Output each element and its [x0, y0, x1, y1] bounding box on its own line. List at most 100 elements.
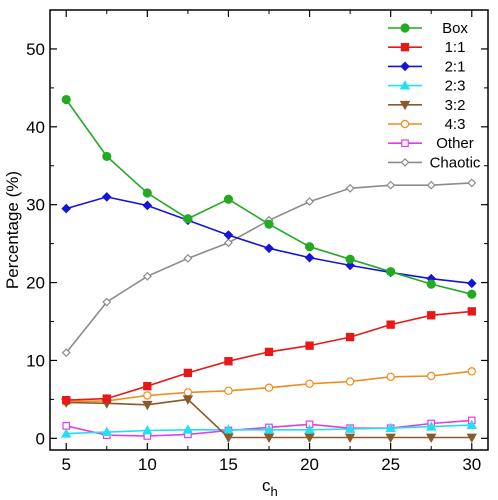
- data-point: [426, 421, 437, 431]
- legend-marker: [399, 80, 411, 90]
- legend-label: 3:2: [445, 97, 466, 114]
- y-tick-label: 50: [26, 40, 45, 59]
- data-point: [386, 320, 395, 329]
- data-point: [142, 188, 152, 198]
- legend-marker: [400, 119, 410, 129]
- series-4-3: [62, 367, 476, 406]
- x-tick-label: 20: [300, 455, 319, 474]
- data-point: [223, 238, 233, 248]
- legend-marker: [399, 100, 411, 111]
- legend-item: 4:3: [388, 116, 465, 133]
- legend-item: 1:1: [388, 39, 465, 56]
- data-point: [224, 386, 233, 396]
- data-point: [466, 419, 477, 430]
- data-point: [61, 94, 71, 105]
- data-point: [385, 433, 396, 443]
- data-point: [263, 433, 275, 443]
- data-point: [426, 433, 437, 443]
- legend-marker: [400, 43, 410, 52]
- legend-label: Chaotic: [430, 154, 481, 171]
- axes-ticks: 5 10 15 20 25 30 0 10 20 30 40 50: [26, 9, 488, 474]
- data-point: [143, 391, 152, 400]
- data-point: [345, 260, 355, 271]
- legend-item: 2:1: [388, 58, 465, 75]
- data-point: [223, 230, 234, 240]
- data-point: [183, 368, 193, 378]
- series-chaotic: [61, 178, 477, 358]
- legend-item: Box: [388, 20, 468, 37]
- data-point: [263, 424, 275, 434]
- x-tick-label: 30: [462, 455, 481, 474]
- series-box: [61, 94, 477, 299]
- data-point: [385, 422, 396, 433]
- legend-label: 1:1: [445, 39, 466, 56]
- data-point: [264, 383, 274, 392]
- data-point: [386, 267, 396, 277]
- data-point: [386, 372, 395, 382]
- x-tick-label: 15: [219, 455, 238, 474]
- legend-marker: [400, 61, 410, 72]
- legend-label: 4:3: [445, 116, 466, 133]
- series-2-1: [61, 192, 477, 289]
- y-tick-label: 10: [26, 351, 45, 370]
- data-point: [467, 289, 477, 299]
- x-axis-title-subscript: h: [271, 484, 278, 499]
- data-point: [427, 371, 436, 381]
- data-point: [466, 433, 477, 443]
- data-point: [142, 425, 153, 435]
- y-tick-label: 40: [26, 118, 45, 137]
- data-point: [61, 348, 71, 358]
- legend-label: 2:1: [445, 58, 466, 75]
- plot-lines: [61, 94, 477, 443]
- data-point: [102, 297, 112, 307]
- data-point: [183, 253, 193, 263]
- x-axis-title: ch: [262, 476, 278, 499]
- legend-marker: [400, 157, 410, 167]
- x-axis-title-main: c: [262, 476, 271, 495]
- legend-marker: [400, 23, 410, 33]
- data-point: [304, 424, 315, 434]
- data-point: [61, 203, 72, 214]
- data-point: [467, 367, 476, 376]
- data-point: [224, 357, 233, 366]
- data-point: [62, 395, 71, 405]
- series-2-3: [61, 419, 477, 438]
- legend-label: Other: [436, 135, 474, 152]
- y-tick-label: 20: [26, 274, 45, 293]
- data-point: [305, 197, 315, 207]
- series-line: [65, 196, 472, 285]
- data-point: [386, 180, 396, 190]
- data-point: [223, 424, 234, 434]
- data-point: [182, 424, 194, 434]
- data-point: [183, 214, 193, 224]
- series-line: [65, 99, 472, 295]
- x-tick-label: 25: [381, 455, 400, 474]
- data-point: [142, 271, 152, 281]
- series-1-1: [62, 307, 476, 405]
- data-point: [344, 423, 356, 433]
- data-point: [467, 307, 476, 316]
- data-point: [102, 394, 111, 403]
- data-point: [345, 183, 355, 193]
- legend-item: Other: [388, 135, 474, 152]
- data-point: [264, 219, 274, 229]
- legend-label: 2:3: [445, 78, 466, 95]
- data-point: [304, 252, 315, 263]
- legend-item: 3:2: [388, 97, 465, 114]
- data-point: [102, 151, 112, 161]
- data-point: [223, 433, 234, 443]
- data-point: [182, 395, 194, 405]
- data-point: [345, 377, 355, 386]
- y-tick-label: 30: [26, 196, 45, 215]
- data-point: [142, 400, 153, 411]
- data-point: [426, 180, 436, 190]
- legend-marker: [401, 139, 409, 148]
- data-point: [223, 194, 234, 204]
- data-point: [101, 192, 112, 202]
- data-point: [62, 422, 71, 430]
- data-point: [61, 428, 72, 438]
- legend-label: Box: [442, 20, 468, 37]
- data-point: [344, 433, 356, 443]
- data-point: [304, 242, 315, 252]
